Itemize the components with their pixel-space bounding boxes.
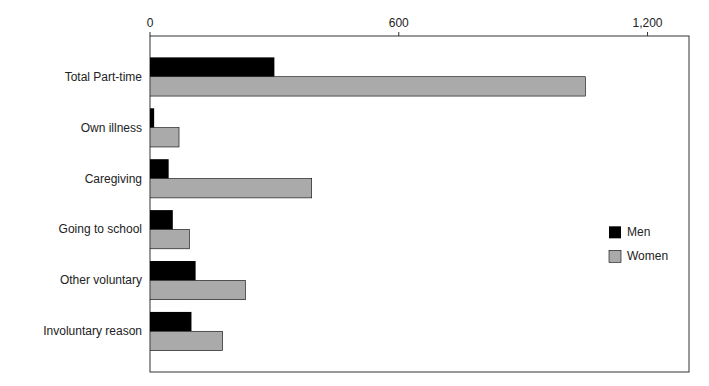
legend-swatch (609, 250, 621, 262)
bar (150, 159, 169, 178)
bar (150, 210, 173, 229)
bar (150, 179, 312, 198)
x-tick (150, 32, 151, 36)
category-label: Caregiving (85, 172, 142, 186)
plot-frame (150, 36, 689, 372)
y-axis: Involuntary reason Other voluntary Going t… (43, 70, 142, 339)
bar (150, 261, 196, 280)
bar (150, 57, 274, 76)
x-tick-label: 0 (147, 16, 154, 30)
category-label: Total Part-time (65, 70, 143, 84)
legend-label: Men (627, 225, 650, 239)
x-tick-label: 600 (389, 16, 409, 30)
legend-label: Women (627, 249, 668, 263)
legend-swatch (609, 226, 621, 238)
x-axis: 0 600 1,200 (147, 16, 663, 36)
category-label: Other voluntary (60, 273, 142, 287)
category-label: Involuntary reason (43, 324, 142, 338)
chart-svg: 0 600 1,200 Involuntary reason Other volunta… (0, 0, 709, 386)
x-tick (398, 32, 399, 36)
category-label: Going to school (59, 222, 142, 236)
x-tick-label: 1,200 (633, 16, 663, 30)
bars (150, 57, 585, 350)
x-tick (647, 32, 648, 36)
legend: Men Women (609, 225, 668, 263)
bar (150, 312, 191, 331)
bar (150, 77, 585, 96)
bar (150, 229, 189, 248)
bar (150, 280, 245, 299)
bar (150, 128, 179, 147)
category-label: Own illness (81, 121, 142, 135)
chart-container: 0 600 1,200 Involuntary reason Other volunta… (0, 0, 709, 386)
bar (150, 331, 223, 350)
bar (150, 108, 154, 127)
